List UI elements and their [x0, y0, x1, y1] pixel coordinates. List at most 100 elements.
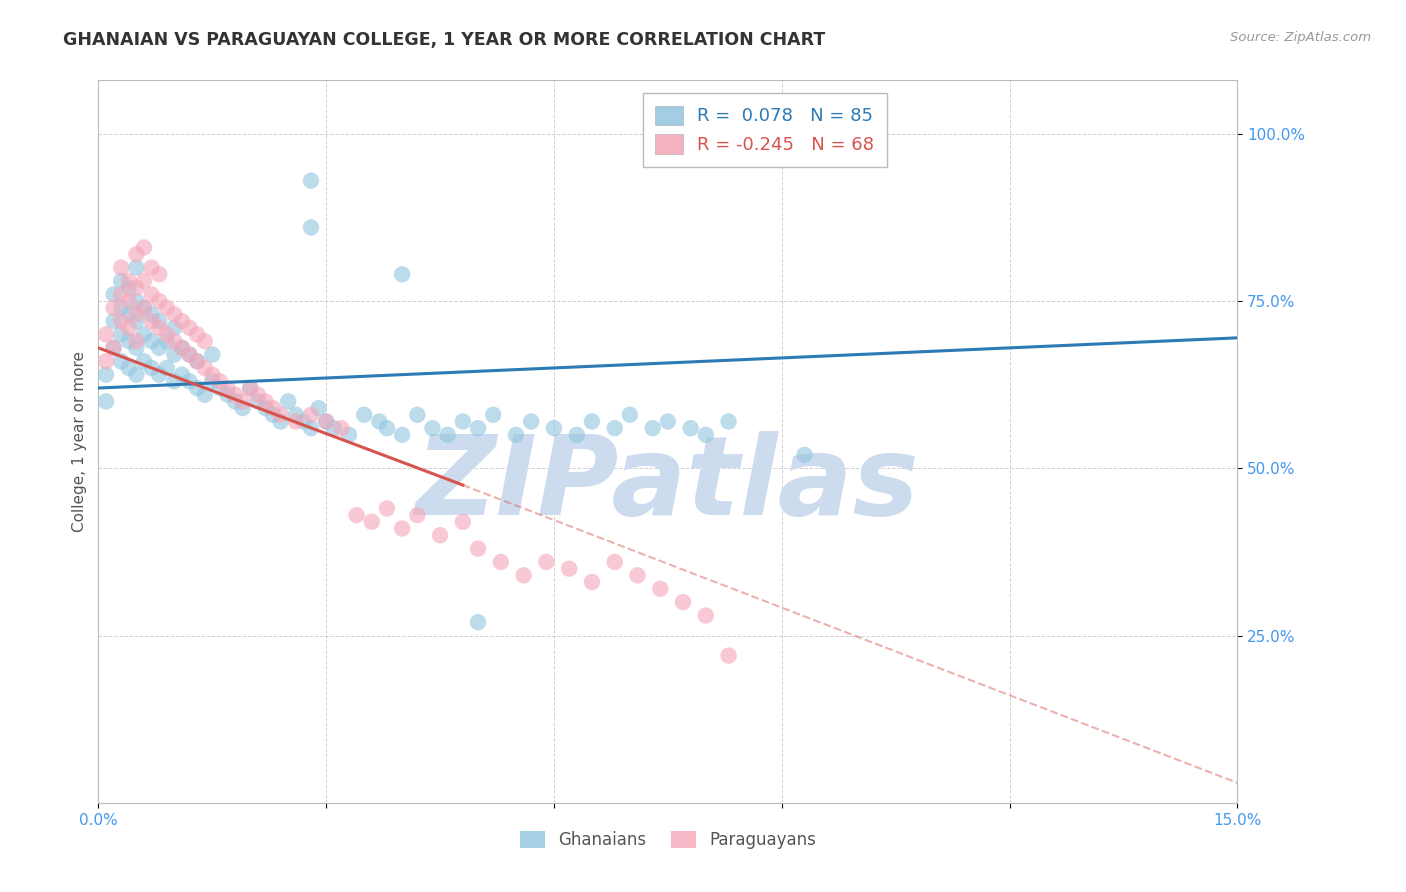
Point [163, 375, 186, 389]
Point [132, 354, 155, 368]
Point [103, 314, 125, 328]
Point [292, 414, 315, 429]
Point [110, 287, 132, 301]
Point [270, 408, 292, 422]
Point [406, 508, 429, 523]
Point [148, 294, 170, 309]
Point [163, 348, 186, 362]
Point [132, 274, 155, 288]
Point [232, 401, 254, 416]
Point [118, 274, 141, 288]
Point [141, 260, 163, 275]
Point [262, 408, 284, 422]
Point [368, 414, 391, 429]
Point [125, 294, 148, 309]
Point [110, 274, 132, 288]
Point [125, 260, 148, 275]
Point [482, 408, 505, 422]
Point [217, 381, 239, 395]
Point [148, 341, 170, 355]
Point [337, 427, 360, 442]
Point [201, 348, 224, 362]
Point [148, 321, 170, 335]
Point [717, 414, 740, 429]
Point [322, 421, 344, 435]
Point [505, 427, 527, 442]
Point [132, 301, 155, 315]
Point [603, 555, 626, 569]
Point [672, 595, 695, 609]
Point [581, 414, 603, 429]
Point [103, 341, 125, 355]
Point [163, 307, 186, 322]
Point [375, 421, 398, 435]
Point [125, 334, 148, 349]
Point [94, 354, 117, 368]
Point [170, 314, 193, 328]
Point [299, 173, 322, 188]
Point [391, 268, 413, 282]
Point [118, 361, 141, 376]
Point [132, 301, 155, 315]
Point [353, 408, 375, 422]
Point [436, 427, 458, 442]
Point [110, 314, 132, 328]
Point [565, 427, 588, 442]
Point [239, 381, 262, 395]
Point [148, 268, 170, 282]
Point [186, 381, 208, 395]
Point [94, 394, 117, 409]
Point [308, 401, 330, 416]
Point [156, 334, 179, 349]
Point [201, 375, 224, 389]
Point [125, 307, 148, 322]
Point [141, 334, 163, 349]
Point [422, 421, 444, 435]
Point [543, 421, 565, 435]
Point [94, 327, 117, 342]
Point [520, 414, 543, 429]
Point [254, 401, 277, 416]
Point [118, 294, 141, 309]
Point [391, 427, 413, 442]
Point [277, 394, 299, 409]
Point [695, 608, 717, 623]
Point [406, 408, 429, 422]
Point [619, 408, 641, 422]
Point [467, 615, 489, 630]
Text: Source: ZipAtlas.com: Source: ZipAtlas.com [1230, 31, 1371, 45]
Point [186, 354, 208, 368]
Point [246, 387, 269, 401]
Point [650, 582, 672, 596]
Point [156, 301, 179, 315]
Point [208, 381, 231, 395]
Point [239, 381, 262, 395]
Point [224, 394, 246, 409]
Point [262, 401, 284, 416]
Point [125, 368, 148, 382]
Point [103, 287, 125, 301]
Point [179, 321, 201, 335]
Point [429, 528, 451, 542]
Point [132, 241, 155, 255]
Point [125, 281, 148, 295]
Point [315, 414, 337, 429]
Point [512, 568, 534, 582]
Point [148, 314, 170, 328]
Point [391, 521, 413, 535]
Text: GHANAIAN VS PARAGUAYAN COLLEGE, 1 YEAR OR MORE CORRELATION CHART: GHANAIAN VS PARAGUAYAN COLLEGE, 1 YEAR O… [63, 31, 825, 49]
Point [118, 334, 141, 349]
Point [201, 368, 224, 382]
Point [451, 414, 474, 429]
Point [170, 341, 193, 355]
Point [118, 307, 141, 322]
Point [299, 408, 322, 422]
Point [793, 448, 815, 462]
Point [141, 307, 163, 322]
Point [186, 354, 208, 368]
Point [179, 348, 201, 362]
Point [186, 327, 208, 342]
Point [284, 408, 307, 422]
Point [156, 327, 179, 342]
Point [156, 361, 179, 376]
